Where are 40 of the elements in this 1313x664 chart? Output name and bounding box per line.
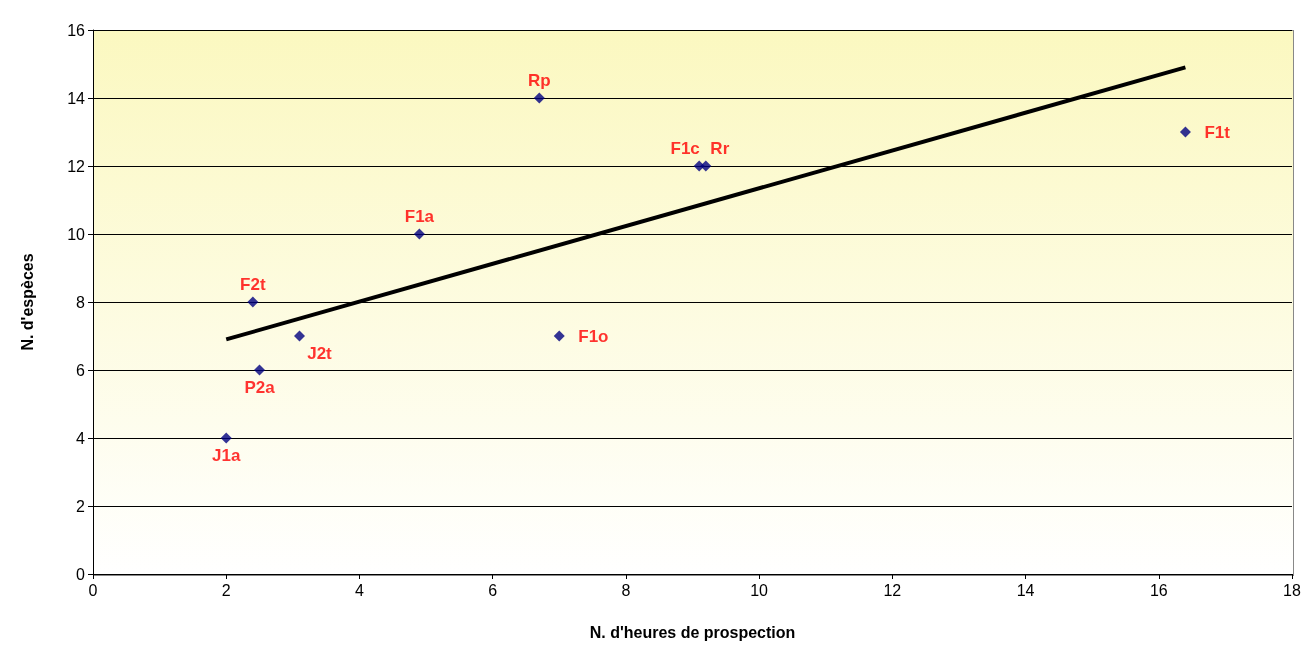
x-tick-label: 0 <box>88 581 98 599</box>
y-tick-label: 0 <box>76 565 86 583</box>
annotation: F2t <box>240 275 266 294</box>
annotation: F1t <box>1204 122 1231 142</box>
y-tick-label: 4 <box>76 429 86 447</box>
annotation: P2a <box>244 378 276 397</box>
x-tick-label: 8 <box>621 581 631 599</box>
point <box>533 92 545 104</box>
x-tick-label: 16 <box>1149 581 1168 599</box>
y-tick-label: 6 <box>76 361 86 379</box>
y-tick-label: 12 <box>67 157 86 175</box>
point <box>553 330 565 342</box>
annotation: J1a <box>212 446 241 465</box>
point <box>293 330 305 342</box>
y-tick-label: 10 <box>67 225 86 243</box>
x-axis-title: N. d'heures de prospection <box>589 623 796 641</box>
point <box>700 160 712 172</box>
x-tick-label: 14 <box>1016 581 1035 599</box>
point <box>254 364 266 376</box>
point <box>220 432 232 444</box>
y-tick-label: 16 <box>67 21 86 39</box>
x-tick-label: 10 <box>750 581 769 599</box>
annotation: Rp <box>527 71 551 90</box>
point <box>1179 126 1191 138</box>
x-tick-label: 12 <box>883 581 902 599</box>
y-axis-title: N. d'espèces <box>18 253 36 351</box>
y-tick-label: 2 <box>76 497 86 515</box>
annotation: F1o <box>578 326 609 346</box>
annotation: F1a <box>404 207 435 226</box>
annotation: F1c <box>670 139 700 158</box>
x-tick-label: 18 <box>1283 581 1301 599</box>
x-tick-label: 6 <box>488 581 498 599</box>
point <box>247 296 259 308</box>
point <box>413 228 425 240</box>
x-tick-label: 2 <box>221 581 231 599</box>
x-tick-label: 4 <box>354 581 364 599</box>
y-tick-label: 14 <box>67 89 86 107</box>
annotation: Rr <box>710 139 730 158</box>
y-tick-label: 8 <box>76 293 86 311</box>
annotation: J2t <box>307 344 333 363</box>
